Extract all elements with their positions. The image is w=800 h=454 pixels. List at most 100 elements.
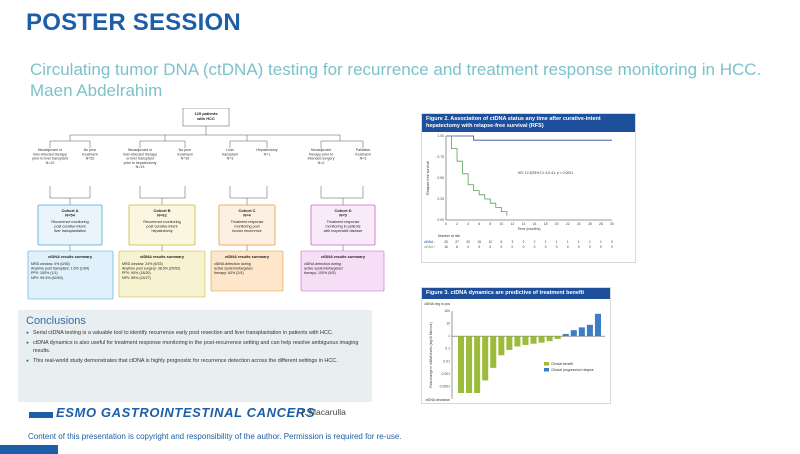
x-tick-label: 18 — [544, 222, 548, 226]
risk-value: 20 — [466, 240, 470, 244]
branch-label: Liver transplant N=3 — [222, 148, 238, 161]
risk-row-label: ctDNA - — [424, 240, 435, 244]
waterfall-bar — [594, 313, 601, 337]
x-tick-label: 16 — [533, 222, 537, 226]
risk-value: 5 — [500, 240, 502, 244]
risk-value: 1 — [578, 240, 580, 244]
y-tick-label: 0.50 — [437, 176, 444, 180]
risk-value: 1 — [556, 240, 558, 244]
y-tick-label: 0.001 — [442, 372, 451, 376]
branch-label: No prior treatment N=52 — [82, 148, 97, 161]
poster-title-line: Circulating tumor DNA (ctDNA) testing fo… — [30, 60, 762, 79]
branch-label: Neoadjuvant therapy prior to intended surg… — [308, 148, 335, 165]
x-tick-label: 4 — [467, 222, 469, 226]
summary-line: ctDNA detection during active systemic/ta… — [304, 262, 343, 275]
risk-value: 3 — [478, 245, 480, 249]
legend-label: Clinical progression/ relapse — [551, 368, 594, 372]
risk-value: 1 — [545, 240, 547, 244]
figure-2-km-plot: Figure 2. Association of ctDNA status an… — [421, 113, 636, 263]
waterfall-bar — [514, 336, 521, 347]
risk-value: 0 — [589, 245, 591, 249]
risk-value: 1 — [600, 240, 602, 244]
slide-tab — [0, 445, 58, 454]
risk-value: 1 — [589, 240, 591, 244]
waterfall-bar — [570, 330, 577, 337]
risk-value: 2 — [534, 240, 536, 244]
waterfall-bar — [482, 336, 489, 381]
hazard-ratio-annotation: HR: 12.2(95% CI: 4.0-41; p < 0.0001 — [518, 171, 573, 175]
total-patients-box: 125 patients with HCC — [194, 111, 218, 121]
waterfall-bar — [562, 333, 569, 337]
y-tick-label: 0.01 — [443, 359, 450, 363]
risk-row-label: ctDNA + — [424, 245, 436, 249]
km-curve — [446, 135, 612, 141]
conclusions-panel: Conclusions Serial ctDNA testing is a va… — [18, 310, 372, 402]
cohort-name: Cohort A N=54 — [62, 208, 79, 218]
risk-value: 1 — [567, 240, 569, 244]
risk-value: 27 — [455, 240, 459, 244]
x-axis-label: Time (months) — [517, 227, 540, 231]
waterfall-bar — [506, 336, 513, 350]
waterfall-bar — [474, 336, 481, 394]
branch-label: Palliative treatment N=3 — [355, 148, 370, 161]
branch-label: No prior treatment N=39 — [177, 148, 192, 161]
risk-value: 0 — [578, 245, 580, 249]
copyright-disclaimer: Content of this presentation is copyrigh… — [28, 432, 402, 441]
waterfall-bar — [554, 336, 561, 339]
cohort-description: Treatment response monitoring in patients… — [324, 220, 363, 233]
summary-title: ctDNA results summary — [140, 254, 185, 259]
x-tick-label: 26 — [588, 222, 592, 226]
x-tick-label: 8 — [489, 222, 491, 226]
waterfall-bar — [522, 336, 529, 345]
x-tick-label: 24 — [577, 222, 581, 226]
x-tick-label: 0 — [445, 222, 447, 226]
cohort-name: Cohort B N=62 — [153, 208, 170, 218]
slide-title: POSTER SESSION — [26, 9, 241, 36]
conclusions-list: Serial ctDNA testing is a valuable tool … — [26, 330, 366, 368]
top-annotation: ctDNA neg to pos — [424, 302, 450, 306]
cohort-description: Recurrence monitoring post curative-inten… — [51, 220, 88, 233]
y-tick-label: 0.75 — [437, 155, 444, 159]
waterfall-chart: 100 10 1 0.1 0.01 0.001 0.0001 Fold-change in c… — [424, 302, 605, 402]
x-tick-label: 10 — [499, 222, 503, 226]
risk-value: 12 — [488, 240, 492, 244]
y-tick-label: 0.00 — [437, 218, 444, 222]
y-tick-label: 1 — [448, 334, 450, 338]
summary-title: ctDNA results summary — [48, 254, 93, 259]
waterfall-bar — [530, 336, 537, 344]
speaker-name: T. Macarulla — [300, 407, 346, 417]
summary-title: ctDNA results summary — [225, 254, 270, 259]
x-tick-label: 22 — [566, 222, 570, 226]
km-curve — [446, 135, 508, 216]
risk-value: 0 — [567, 245, 569, 249]
poster-subtitle: Circulating tumor DNA (ctDNA) testing fo… — [30, 59, 790, 101]
risk-value: 8 — [456, 245, 458, 249]
conclusions-title: Conclusions — [26, 315, 86, 327]
waterfall-bar — [490, 336, 497, 368]
risk-value: 0 — [500, 245, 502, 249]
cohort-flowchart: 125 patients with HCC Neoadjuvant or liver… — [27, 108, 385, 300]
cohort-description: Treatment response monitoring post known r… — [231, 220, 264, 233]
cohort-name: Cohort D N=5 — [334, 208, 351, 218]
risk-value: 3 — [512, 240, 514, 244]
esmo-logo-bar — [29, 412, 53, 418]
conclusion-item: ctDNA dynamics is also useful for treatm… — [26, 340, 366, 354]
y-tick-label: 0.25 — [437, 197, 444, 201]
y-tick-label: 0.0001 — [440, 384, 450, 388]
risk-value: 0 — [556, 245, 558, 249]
branch-label: Neoadjuvant or liver-directed therapy or l… — [123, 148, 157, 169]
waterfall-bar — [586, 324, 593, 337]
branch-label: Neoadjuvant or liver-directed therapy prio… — [32, 148, 68, 165]
x-tick-label: 20 — [555, 222, 559, 226]
waterfall-bar — [578, 327, 585, 337]
waterfall-bar — [466, 336, 473, 394]
waterfall-bar — [498, 336, 505, 356]
risk-value: 0 — [489, 245, 491, 249]
legend-swatch — [544, 368, 549, 372]
conclusion-item: This real-world study demonstrates that … — [26, 358, 366, 365]
waterfall-bar — [458, 336, 465, 394]
y-tick-label: 0.1 — [445, 347, 450, 351]
y-tick-label: 10 — [446, 322, 450, 326]
y-axis-label: Relapse-free survival — [426, 161, 430, 195]
risk-value: 0 — [611, 240, 613, 244]
